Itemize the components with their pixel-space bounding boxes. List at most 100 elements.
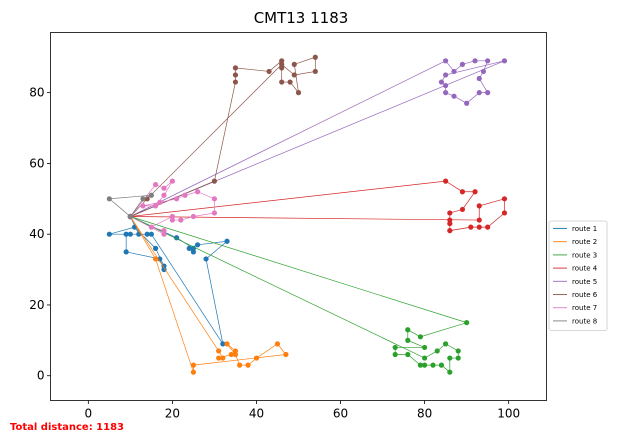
route-point [291, 61, 297, 67]
route-point [211, 178, 218, 184]
legend-box [548, 220, 608, 331]
route-point [190, 362, 197, 368]
route-point [216, 355, 222, 361]
route-point [447, 220, 453, 227]
route-point [443, 82, 449, 89]
route-point [152, 182, 159, 188]
route-point [127, 231, 133, 237]
legend-item-route-7: route 7 [553, 304, 597, 312]
route-point [266, 68, 272, 75]
route-point [203, 256, 209, 262]
route-point [123, 249, 129, 255]
series-route-4 [127, 178, 508, 234]
legend-label: route 8 [572, 317, 597, 325]
route-point [476, 75, 482, 82]
legend-label: route 5 [572, 278, 597, 286]
route-point [392, 344, 398, 351]
route-point [253, 355, 260, 361]
route-point [472, 189, 478, 195]
route-point [279, 61, 285, 67]
legend-item-route-8: route 8 [553, 317, 597, 325]
route-point [501, 196, 508, 202]
route-point [438, 362, 445, 368]
route-point [480, 68, 487, 75]
series-route-1 [106, 213, 230, 347]
route-point [312, 68, 318, 75]
route-point [220, 355, 226, 361]
route-point [186, 245, 192, 251]
route-point [152, 245, 159, 251]
route-point [174, 196, 180, 202]
route-point [476, 224, 482, 230]
route-point [140, 203, 146, 209]
route-point [459, 61, 466, 67]
route-point [501, 210, 508, 216]
route-line [130, 216, 468, 373]
legend-label: route 6 [572, 291, 598, 299]
route-point [422, 344, 428, 351]
route-point [476, 90, 482, 96]
route-point [161, 266, 167, 273]
route-point [501, 58, 508, 64]
y-tick-label: 0 [37, 369, 45, 383]
series-route-6 [127, 54, 318, 220]
axes-layer: 0 20 40 60 80 100 0 20 40 60 80 [29, 86, 520, 421]
route-point [447, 355, 453, 361]
route-point [161, 185, 167, 191]
route-point [312, 54, 318, 60]
legend-item-route-2: route 2 [553, 238, 597, 246]
route-point [169, 213, 175, 220]
legend-label: route 4 [572, 265, 598, 273]
legend-item-route-5: route 5 [553, 278, 597, 286]
route-point [279, 79, 285, 85]
route-point [195, 242, 201, 248]
series-route-8 [106, 192, 154, 220]
route-point [447, 210, 453, 216]
route-point [443, 90, 449, 96]
series-route-2 [127, 213, 289, 375]
series-route-5 [127, 58, 508, 220]
route-point [220, 341, 226, 347]
x-tick-label: 20 [165, 407, 180, 421]
route-point [232, 65, 239, 71]
route-point [182, 192, 188, 198]
route-point [152, 256, 159, 262]
route-point [178, 217, 184, 223]
route-point [169, 178, 175, 184]
route-point [295, 90, 302, 96]
route-point [455, 348, 461, 354]
route-point [123, 231, 129, 237]
route-point [476, 203, 482, 209]
route-point [405, 337, 411, 343]
route-point [422, 362, 428, 368]
route-point [148, 231, 154, 237]
route-point [224, 238, 230, 244]
route-point [455, 355, 461, 361]
route-point [417, 334, 423, 340]
route-point [485, 224, 491, 230]
plot-frame [50, 32, 547, 401]
chart-title: CMT13 1183 [254, 9, 349, 27]
legend: route 1 route 2 route 3 route 4 route 5 route… [548, 220, 608, 331]
route-point [443, 72, 449, 78]
route-point [468, 224, 474, 230]
route-point [232, 72, 239, 78]
series-layer [106, 54, 508, 375]
route-point [451, 93, 457, 99]
y-tick-label: 40 [29, 227, 44, 241]
route-point [232, 79, 239, 85]
x-tick-label: 0 [85, 407, 93, 421]
route-point [224, 341, 230, 347]
total-distance-label: Total distance: 1183 [10, 422, 125, 433]
route-point [405, 351, 411, 358]
route-point [447, 228, 453, 234]
legend-item-route-1: route 1 [553, 225, 597, 233]
route-point [195, 189, 201, 195]
route-point [245, 362, 251, 368]
route-point [443, 58, 449, 64]
route-point [287, 79, 293, 85]
route-point [148, 224, 154, 230]
route-point [430, 362, 436, 368]
route-point [211, 210, 218, 216]
